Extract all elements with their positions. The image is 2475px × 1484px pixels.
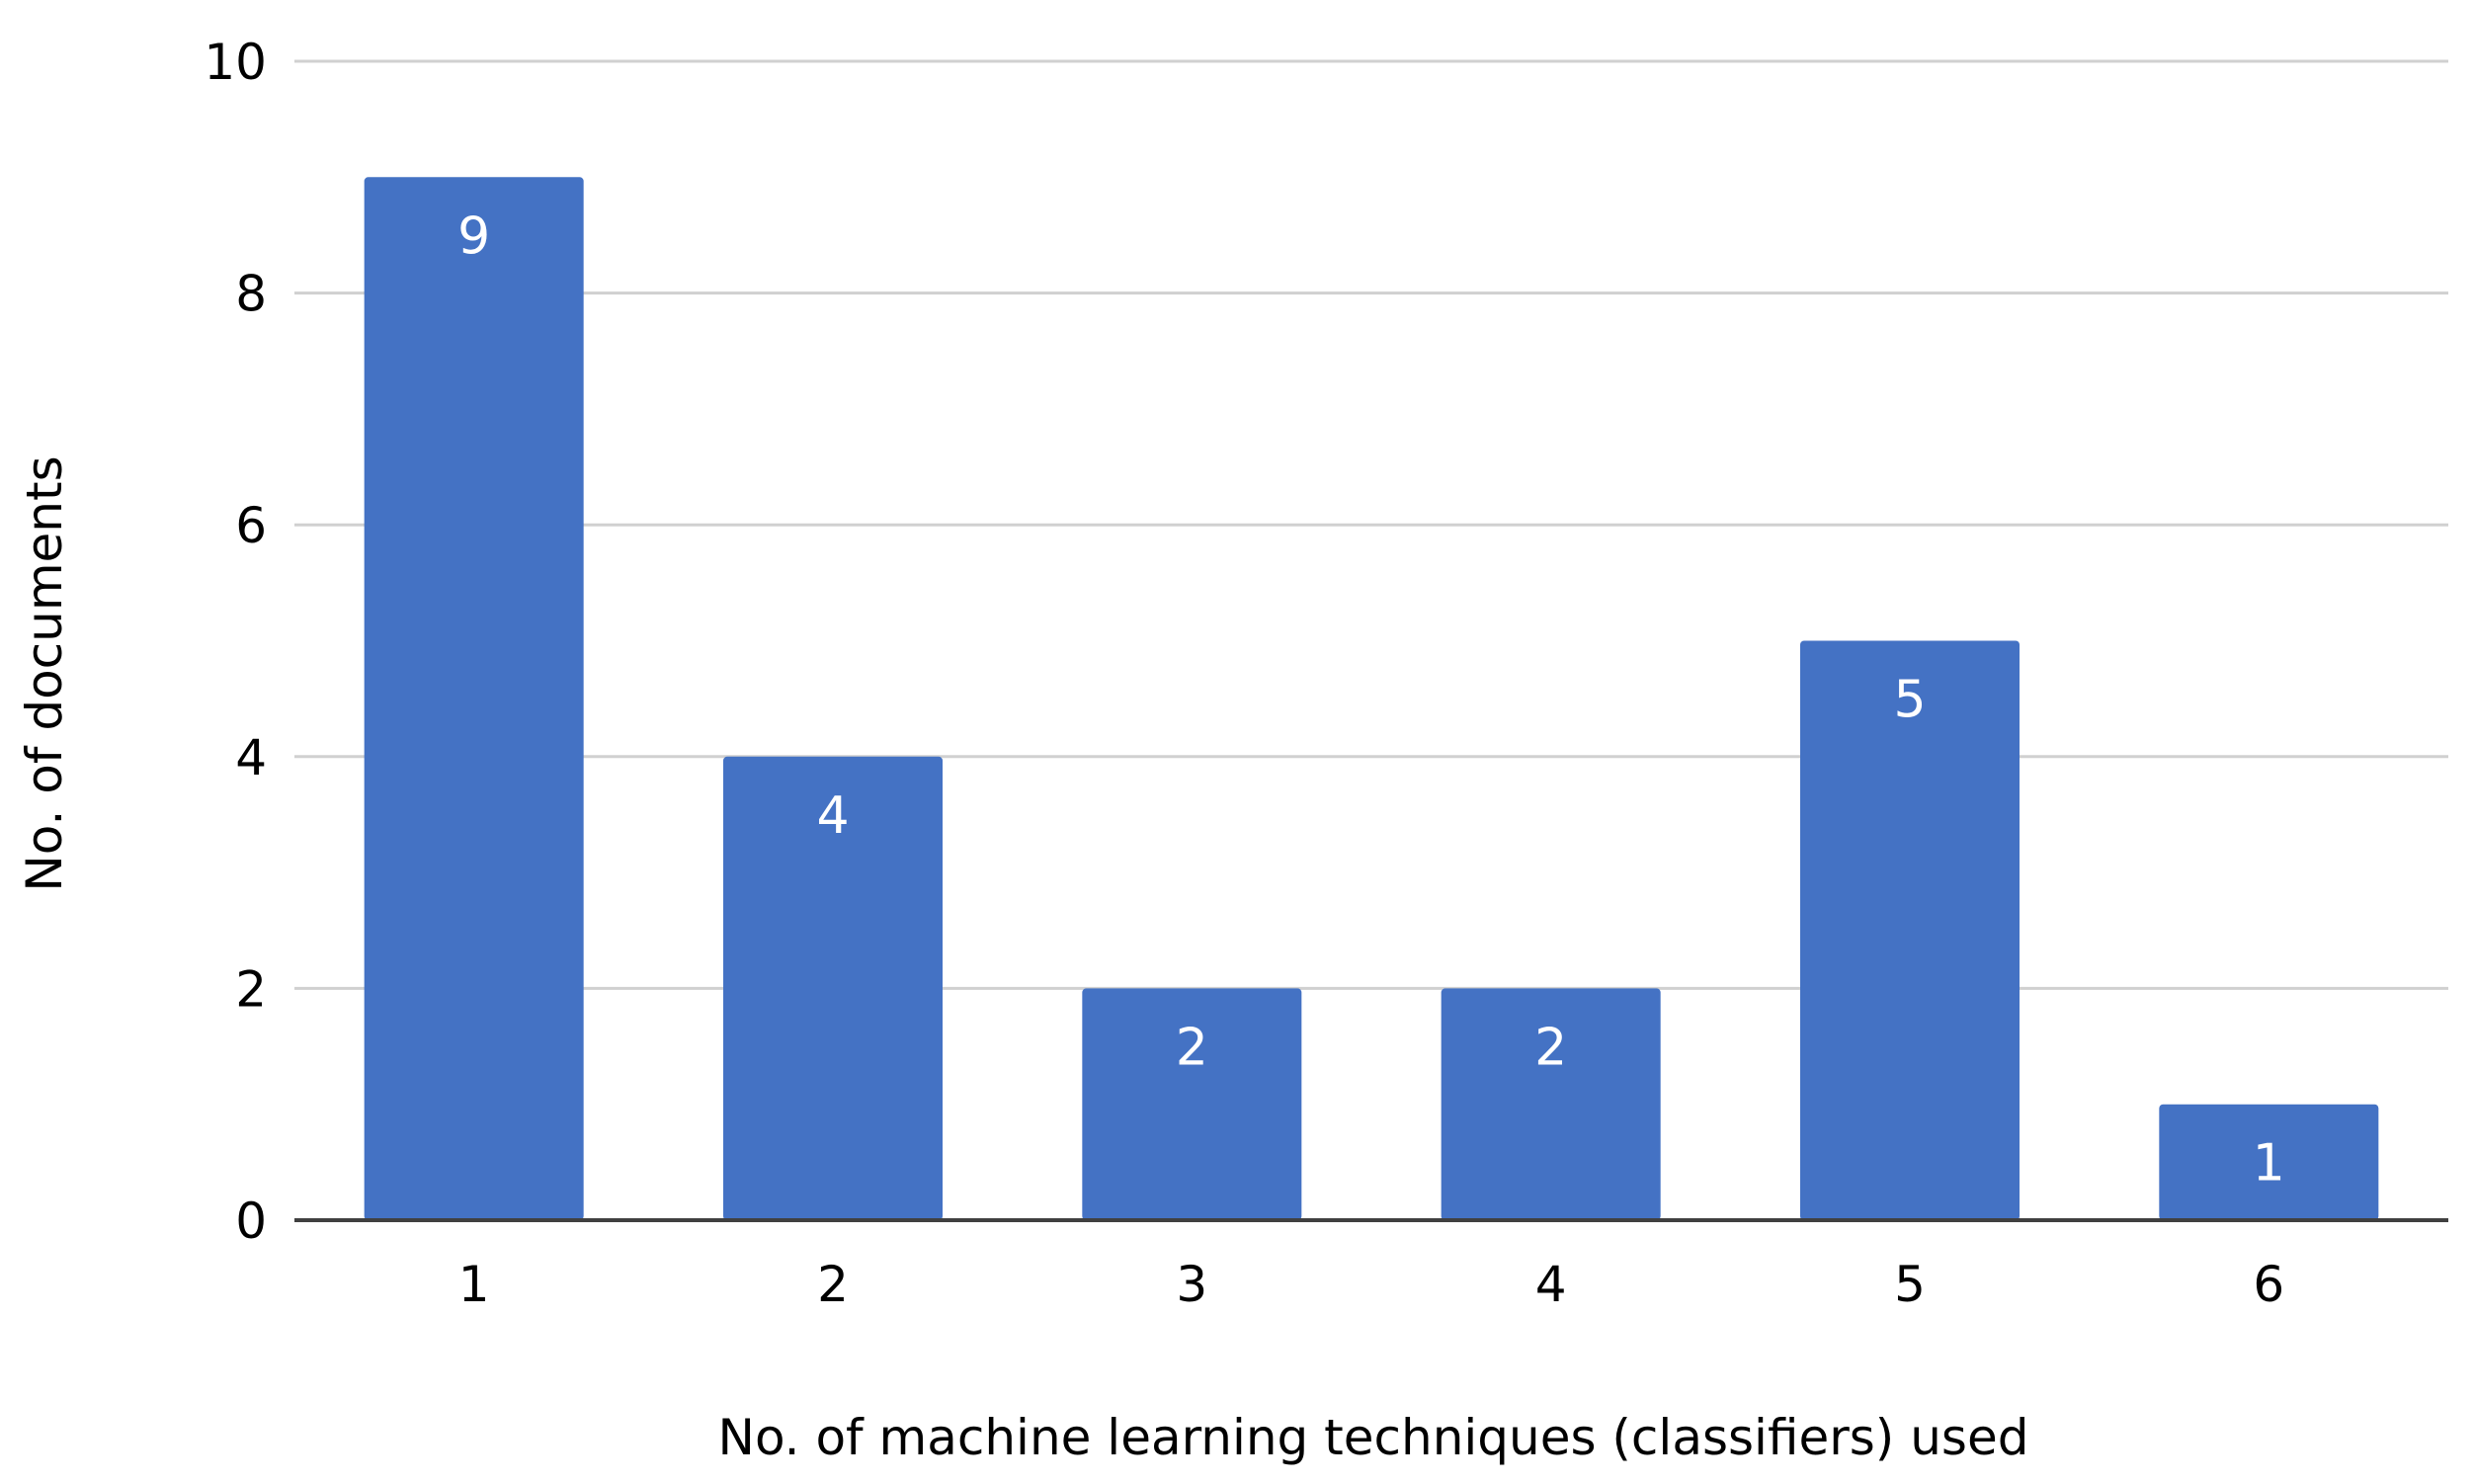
y-tick-label: 0 xyxy=(235,1193,267,1250)
bar xyxy=(1800,640,2020,1220)
bar xyxy=(1082,988,1302,1220)
y-tick-label: 10 xyxy=(204,34,267,91)
x-tick-label: 6 xyxy=(2253,1256,2284,1313)
y-tick-label: 2 xyxy=(235,960,267,1018)
x-tick-label: 5 xyxy=(1894,1256,1926,1313)
y-tick-label: 4 xyxy=(235,729,267,786)
data-label: 5 xyxy=(1893,671,1926,730)
data-label: 4 xyxy=(816,786,849,846)
x-tick-label: 3 xyxy=(1176,1256,1207,1313)
labels: 0 2 4 6 8 10 9 1 4 2 2 3 2 4 5 5 1 6 xyxy=(204,34,2285,1313)
data-label: 2 xyxy=(1176,1018,1208,1077)
x-tick-label: 1 xyxy=(458,1256,490,1313)
data-label: 2 xyxy=(1534,1018,1567,1077)
bar xyxy=(2159,1104,2379,1220)
y-tick-label: 8 xyxy=(235,266,267,323)
y-axis-title: No. of documents xyxy=(16,455,73,891)
y-tick-label: 6 xyxy=(235,497,267,554)
bar xyxy=(723,756,943,1220)
data-label: 9 xyxy=(457,206,490,266)
gridlines xyxy=(294,59,2448,990)
bars xyxy=(364,177,2379,1220)
x-tick-label: 2 xyxy=(817,1256,849,1313)
bar xyxy=(364,177,584,1220)
bar xyxy=(1441,988,1661,1220)
x-axis-title: No. of machine learning techniques (clas… xyxy=(718,1409,2029,1466)
x-tick-label: 4 xyxy=(1535,1256,1567,1313)
data-label: 1 xyxy=(2253,1134,2285,1194)
